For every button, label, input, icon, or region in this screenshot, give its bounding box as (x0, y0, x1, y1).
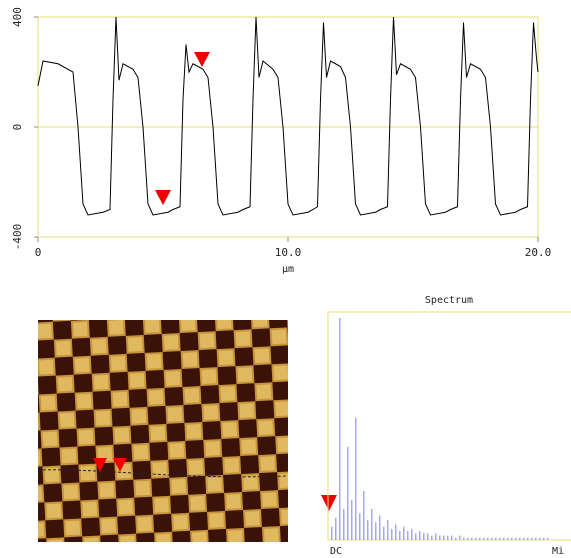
bar (527, 537, 529, 540)
bar (375, 522, 377, 540)
bar (543, 537, 545, 540)
afm-image (38, 320, 288, 542)
marker (113, 458, 127, 472)
bar (411, 528, 413, 540)
x-axis-label: μm (282, 264, 294, 275)
marker (321, 495, 337, 511)
bar (371, 508, 373, 540)
bar (479, 537, 481, 540)
bar (519, 537, 521, 540)
bar (367, 520, 369, 540)
bar (331, 526, 333, 540)
bar (503, 537, 505, 540)
bar (347, 446, 349, 540)
bar (407, 531, 409, 540)
bar (399, 531, 401, 540)
bar (379, 515, 381, 540)
bar (475, 537, 477, 540)
bar (499, 537, 501, 540)
bar (487, 537, 489, 540)
bar (531, 537, 533, 540)
marker (194, 52, 210, 67)
bar (395, 524, 397, 540)
marker (155, 190, 171, 205)
bar (403, 526, 405, 540)
bar (451, 535, 453, 540)
bar (419, 531, 421, 540)
scan-line (37, 469, 288, 478)
bar (483, 537, 485, 540)
profile-line (37, 16, 539, 216)
bar (467, 537, 469, 540)
bar (491, 537, 493, 540)
bar (355, 417, 357, 540)
y-tick-label: 400 (11, 7, 24, 27)
bar (511, 537, 513, 540)
bar (471, 537, 473, 540)
bar (391, 528, 393, 540)
x-tick-label: 0 (35, 246, 42, 259)
bar (495, 537, 497, 540)
bar (427, 533, 429, 540)
bar (383, 526, 385, 540)
bar (507, 537, 509, 540)
bar (539, 537, 541, 540)
bar (455, 537, 457, 540)
plot-frame (327, 311, 571, 541)
bar (351, 500, 353, 540)
x-label: DC (330, 546, 342, 557)
bar (387, 520, 389, 540)
bar (463, 537, 465, 540)
bar (439, 535, 441, 540)
x-label: Mi (552, 546, 564, 557)
chart-title: Spectrum (425, 295, 473, 306)
bar (447, 535, 449, 540)
bar (431, 535, 433, 540)
bar (335, 517, 337, 540)
bar (523, 537, 525, 540)
y-tick-label: -400 (11, 224, 24, 251)
bar (535, 537, 537, 540)
bar (459, 535, 461, 540)
bar (547, 537, 549, 540)
x-tick-label: 10.0 (275, 246, 302, 259)
x-tick-label: 20.0 (525, 246, 552, 259)
bar (423, 533, 425, 540)
bar (443, 535, 445, 540)
bar (359, 513, 361, 540)
bar (435, 533, 437, 540)
bar (363, 491, 365, 540)
bar (515, 537, 517, 540)
y-tick-label: 0 (11, 124, 24, 131)
bar (415, 533, 417, 540)
marker (93, 458, 107, 472)
bar (339, 318, 341, 540)
bar (343, 508, 345, 540)
